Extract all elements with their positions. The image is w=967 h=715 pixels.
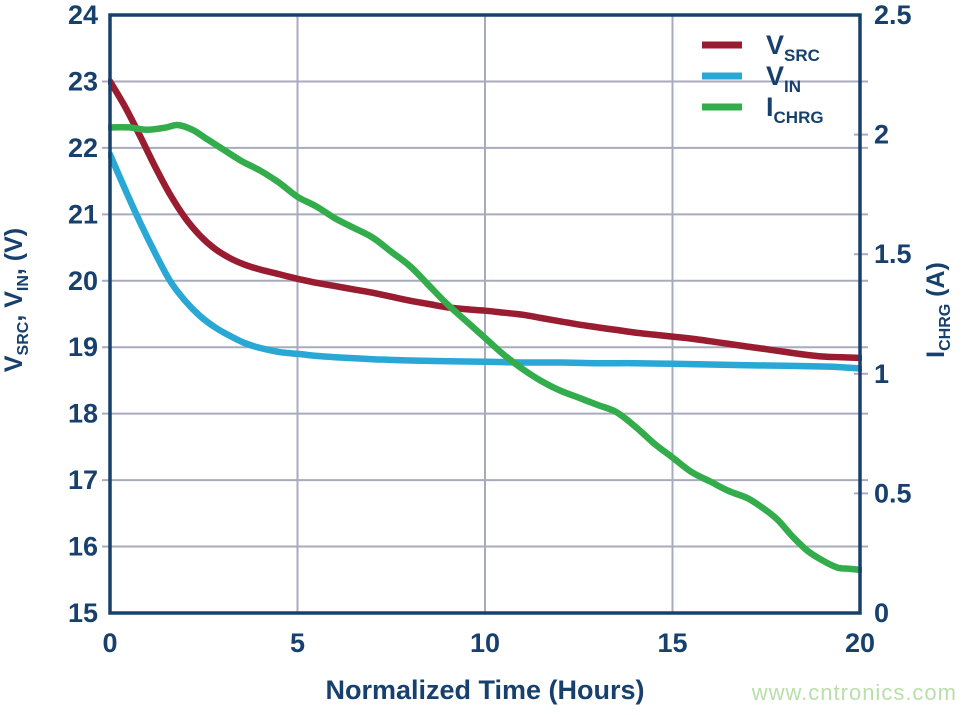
x-axis-tick-label: 0	[102, 628, 117, 658]
plot-border	[108, 13, 862, 615]
series-group	[108, 78, 862, 574]
series-line-i-chrg	[108, 121, 862, 574]
left-axis-tick-label: 23	[68, 66, 98, 96]
left-axis-tick-label: 18	[68, 399, 98, 429]
y-axis-title-left: VSRC, VIN, (V)	[0, 228, 32, 372]
left-axis-tick-label: 20	[68, 266, 98, 296]
left-axis-tick-label: 16	[68, 532, 98, 562]
left-axis-tick-label: 24	[68, 0, 98, 30]
right-axis-tick-label: 1.5	[874, 239, 912, 269]
left-axis-tick-label: 15	[68, 598, 98, 628]
legend-item-i-chrg: ICHRG	[702, 92, 824, 127]
legend-label-v-in: VIN	[766, 61, 801, 96]
series-line-v-in	[108, 151, 862, 372]
left-axis-tick-label: 19	[68, 332, 98, 362]
left-axis-tick-label: 17	[68, 465, 98, 495]
x-axis-tick-label: 15	[657, 628, 687, 658]
x-axis-title: Normalized Time (Hours)	[325, 675, 645, 705]
x-axis-tick-label: 20	[845, 628, 875, 658]
series-line-v-src	[108, 78, 862, 362]
legend-item-v-in: VIN	[702, 61, 801, 96]
left-axis-tick-label: 21	[68, 199, 98, 229]
left-axis-tick-label: 22	[68, 133, 98, 163]
legend-item-v-src: VSRC	[702, 30, 820, 65]
right-axis-tick-label: 1	[874, 359, 889, 389]
x-axis-tick-label: 5	[290, 628, 305, 658]
right-axis-tick-label: 0.5	[874, 478, 912, 508]
y-axis-title-right: ICHRG (A)	[922, 262, 954, 358]
legend-label-v-src: VSRC	[766, 30, 820, 65]
legend-label-i-chrg: ICHRG	[766, 92, 824, 127]
x-axis-tick-label: 10	[470, 628, 500, 658]
right-axis-tick-label: 2	[874, 120, 889, 150]
right-axis-tick-label: 0	[874, 598, 889, 628]
watermark: www.cntronics.com	[751, 680, 957, 705]
right-axis-tick-label: 2.5	[874, 0, 912, 30]
